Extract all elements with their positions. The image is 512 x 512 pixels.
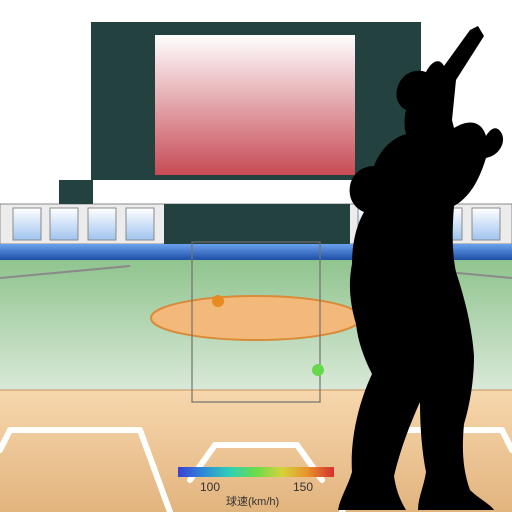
- stadium-panel: [88, 208, 116, 240]
- pitch-marker: [312, 364, 324, 376]
- stadium-panel: [126, 208, 154, 240]
- pitch-marker: [212, 295, 224, 307]
- scoreboard-screen: [155, 35, 355, 175]
- stadium-panel: [50, 208, 78, 240]
- legend-tick: 150: [293, 480, 313, 494]
- speed-legend-bar: [178, 467, 334, 477]
- stadium-panel: [13, 208, 41, 240]
- pitchers-mound: [151, 296, 361, 340]
- pitch-location-diagram: 100 150 球速(km/h): [0, 0, 512, 512]
- legend-tick: 100: [200, 480, 220, 494]
- legend-title: 球速(km/h): [226, 494, 279, 508]
- stadium-panel: [472, 208, 500, 240]
